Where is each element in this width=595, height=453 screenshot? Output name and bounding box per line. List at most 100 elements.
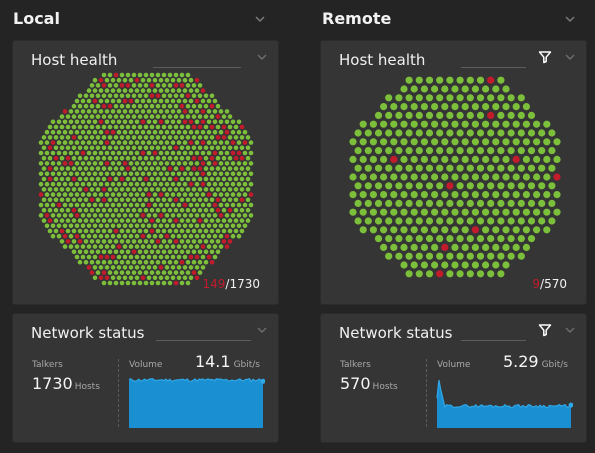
host-dot bbox=[553, 191, 561, 199]
host-dot bbox=[116, 202, 122, 208]
host-dot bbox=[533, 226, 541, 234]
host-dot bbox=[451, 155, 459, 163]
host-dot bbox=[83, 155, 89, 161]
host-dot bbox=[71, 114, 77, 119]
host-dot bbox=[369, 191, 377, 199]
host-dot bbox=[461, 226, 469, 234]
host-dot bbox=[456, 252, 464, 260]
host-dot bbox=[507, 235, 515, 243]
host-dot bbox=[113, 93, 119, 99]
host-dot bbox=[191, 124, 197, 130]
host-dot bbox=[390, 173, 398, 181]
host-dot bbox=[182, 77, 188, 83]
host-dot bbox=[197, 155, 203, 161]
host-dot bbox=[77, 239, 83, 244]
chevron-down-icon[interactable] bbox=[564, 324, 576, 336]
host-dot bbox=[41, 176, 47, 182]
host-dot bbox=[119, 155, 125, 161]
host-dot bbox=[149, 83, 155, 88]
chevron-down-icon[interactable] bbox=[253, 12, 267, 26]
host-dot bbox=[92, 161, 98, 166]
host-dot bbox=[134, 77, 140, 83]
host-dot bbox=[95, 207, 101, 213]
host-dot bbox=[185, 176, 191, 182]
filter-icon[interactable] bbox=[538, 50, 552, 64]
host-dot bbox=[140, 244, 146, 249]
host-dot bbox=[200, 265, 206, 270]
host-dot bbox=[170, 119, 176, 125]
host-dot bbox=[50, 161, 56, 166]
chevron-down-icon[interactable] bbox=[256, 51, 268, 63]
host-dot bbox=[209, 166, 215, 171]
host-dot bbox=[242, 223, 248, 229]
host-dot bbox=[41, 135, 47, 140]
host-dot bbox=[140, 275, 146, 281]
host-dot bbox=[185, 270, 191, 275]
host-dot bbox=[161, 259, 167, 265]
host-dot bbox=[152, 119, 158, 125]
host-dot bbox=[41, 197, 47, 203]
host-dot bbox=[125, 114, 131, 119]
host-dot bbox=[522, 138, 530, 146]
host-dot bbox=[170, 150, 176, 156]
host-dot bbox=[200, 98, 206, 104]
chevron-down-icon[interactable] bbox=[564, 51, 576, 63]
host-dot bbox=[188, 202, 194, 208]
host-dot bbox=[364, 164, 372, 172]
host-dot bbox=[131, 197, 137, 203]
filter-icon[interactable] bbox=[538, 323, 552, 337]
host-dot bbox=[119, 270, 125, 275]
host-dot bbox=[71, 187, 77, 192]
host-dot bbox=[140, 171, 146, 177]
host-dot bbox=[71, 155, 77, 161]
host-dot bbox=[431, 226, 439, 234]
host-dot bbox=[405, 270, 413, 278]
host-dot bbox=[194, 129, 200, 135]
host-dot bbox=[122, 192, 128, 197]
host-dot bbox=[221, 197, 227, 203]
host-dot bbox=[152, 275, 158, 281]
host-dot bbox=[517, 182, 525, 190]
host-dot bbox=[405, 147, 413, 155]
host-dot bbox=[497, 129, 505, 137]
local-network-status-card: Network status Talkers 1730 Hosts Volume … bbox=[12, 313, 279, 443]
host-dot bbox=[125, 72, 131, 78]
host-dot bbox=[203, 197, 209, 203]
host-dot bbox=[155, 166, 161, 171]
host-dot bbox=[128, 265, 134, 270]
host-dot bbox=[188, 275, 194, 281]
host-dot bbox=[492, 120, 500, 128]
host-dot bbox=[487, 76, 495, 84]
host-dot bbox=[98, 129, 104, 135]
chevron-down-icon[interactable] bbox=[563, 12, 577, 26]
host-dot bbox=[173, 280, 179, 286]
host-dot bbox=[107, 155, 113, 161]
talkers-label: Talkers bbox=[340, 360, 371, 370]
host-dot bbox=[466, 164, 474, 172]
host-dot bbox=[197, 187, 203, 192]
host-dot bbox=[410, 85, 418, 93]
host-dot bbox=[89, 197, 95, 203]
host-dot bbox=[410, 226, 418, 234]
host-dot bbox=[161, 103, 167, 109]
host-dot bbox=[456, 147, 464, 155]
host-dot bbox=[200, 181, 206, 187]
host-dot bbox=[248, 202, 254, 208]
host-health-hexgrid[interactable] bbox=[321, 41, 588, 306]
host-dot bbox=[446, 129, 454, 137]
host-dot bbox=[221, 176, 227, 182]
chevron-down-icon[interactable] bbox=[256, 324, 268, 336]
host-health-hexgrid[interactable] bbox=[13, 41, 280, 306]
host-dot bbox=[487, 217, 495, 225]
host-dot bbox=[149, 259, 155, 265]
host-dot bbox=[179, 166, 185, 171]
host-dot bbox=[197, 270, 203, 275]
host-dot bbox=[134, 171, 140, 177]
volume-area-chart[interactable] bbox=[127, 372, 265, 428]
host-dot bbox=[137, 280, 143, 286]
host-dot bbox=[161, 280, 167, 286]
host-dot bbox=[143, 249, 149, 255]
host-dot bbox=[56, 192, 62, 197]
host-dot bbox=[74, 129, 80, 135]
volume-area-chart[interactable] bbox=[435, 372, 573, 428]
